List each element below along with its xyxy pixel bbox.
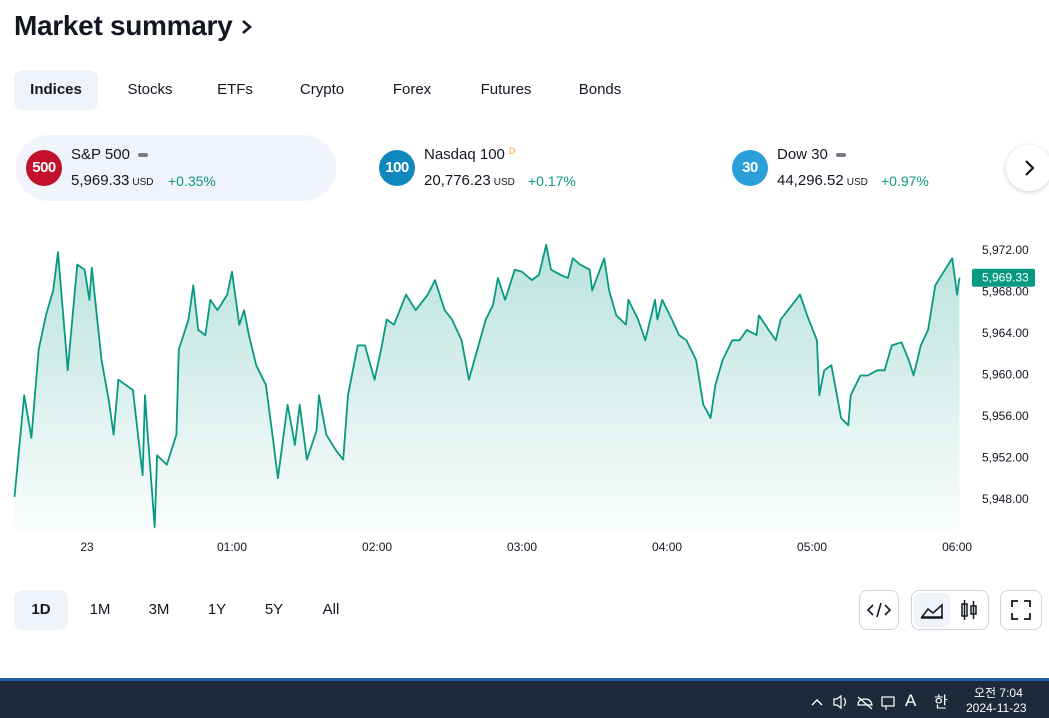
ticker-name: Nasdaq 100	[424, 146, 505, 163]
ticker-value-row: 20,776.23 USD	[424, 172, 515, 189]
fullscreen-icon	[1011, 600, 1031, 620]
ticker-value-row: 5,969.33 USD	[71, 172, 154, 189]
price-area	[14, 244, 960, 531]
price-line	[13, 243, 961, 528]
ticker-badge: 30	[732, 150, 768, 186]
next-icon	[1025, 160, 1035, 176]
clock-time[interactable]: 오전 7:04	[974, 686, 1023, 700]
x-tick-label: 23	[80, 540, 94, 554]
range-button[interactable]: 1Y	[207, 601, 227, 618]
x-tick-label: 04:00	[652, 540, 682, 554]
price-chart: 5,948.00 5,952.00 5,956.00 5,960.00 5,964.00…	[13, 243, 1035, 554]
y-tick-label: 5,952.00	[982, 450, 1029, 464]
ticker-value: 20,776.23	[424, 172, 491, 189]
ticker-change: +0.35%	[168, 173, 216, 189]
area-icon	[920, 603, 943, 619]
ticker-name-row: S&P 500	[71, 146, 148, 163]
ticker-value: 44,296.52	[777, 172, 844, 189]
tab[interactable]: Indices	[14, 70, 98, 110]
tray-icons	[811, 694, 895, 710]
tab[interactable]: Crypto	[299, 81, 345, 98]
embed-button[interactable]	[859, 590, 899, 630]
candle-style-button[interactable]	[952, 593, 986, 627]
price-tag	[972, 268, 1035, 287]
y-tick-label: 5,968.00	[982, 284, 1029, 298]
price-tag-label: 5,969.33	[982, 271, 1029, 285]
chevron-icon	[241, 20, 252, 34]
ticker-card[interactable]	[16, 135, 336, 201]
ticker-flag: D	[508, 146, 516, 156]
y-tick-label: 5,948.00	[982, 492, 1029, 506]
page-title[interactable]: Market summary	[14, 10, 233, 41]
ticker-currency: USD	[132, 177, 154, 188]
fullscreen-button[interactable]	[1000, 590, 1042, 630]
tab[interactable]: Stocks	[127, 81, 173, 98]
tab[interactable]: Bonds	[578, 81, 622, 98]
ticker-card[interactable]	[370, 135, 690, 201]
y-tick-label: 5,972.00	[982, 243, 1029, 257]
x-tick-label: 02:00	[362, 540, 392, 554]
ticker-name: Dow 30	[777, 146, 828, 163]
ticker-value: 5,969.33	[71, 172, 130, 189]
candle-icon	[961, 600, 977, 620]
ime-indicator[interactable]: A	[905, 691, 917, 710]
x-tick-label: 01:00	[217, 540, 247, 554]
ticker-name-row: Dow 30	[777, 146, 846, 163]
status-dash	[137, 153, 148, 158]
taskbar: A 한 오전 7:04 2024-11-23	[0, 678, 1049, 718]
tab[interactable]: Forex	[392, 81, 432, 98]
ticker-badge: 500	[26, 150, 62, 186]
range-button[interactable]: 3M	[148, 601, 170, 618]
chart-style-group	[911, 590, 989, 630]
clock-date[interactable]: 2024-11-23	[966, 701, 1027, 715]
ticker-value-row: 44,296.52 USD	[777, 172, 868, 189]
x-tick-label: 06:00	[942, 540, 972, 554]
range-button[interactable]: 5Y	[264, 601, 284, 618]
ticker-name: S&P 500	[71, 146, 130, 163]
ticker-change: +0.97%	[881, 173, 929, 189]
x-tick-label: 03:00	[507, 540, 537, 554]
x-tick-label: 05:00	[797, 540, 827, 554]
area-style-button[interactable]	[914, 593, 950, 627]
ticker-name-row: Nasdaq 100 D	[424, 146, 515, 163]
y-tick-label: 5,964.00	[982, 326, 1029, 340]
range-button[interactable]: All	[322, 601, 340, 618]
y-tick-label: 5,960.00	[982, 367, 1029, 381]
lang-indicator[interactable]: 한	[934, 694, 948, 711]
next-button[interactable]	[1006, 145, 1049, 191]
ticker-change: +0.17%	[528, 173, 576, 189]
tab[interactable]: Futures	[480, 81, 532, 98]
range-button[interactable]: 1D	[14, 590, 68, 630]
y-tick-label: 5,956.00	[982, 409, 1029, 423]
ticker-badge: 100	[379, 150, 415, 186]
title-row[interactable]: Market summary	[14, 10, 254, 42]
code-icon	[866, 602, 892, 618]
tab[interactable]: ETFs	[217, 81, 253, 98]
ticker-currency: USD	[493, 177, 515, 188]
ticker-currency: USD	[846, 177, 868, 188]
status-dash	[835, 153, 846, 158]
range-button[interactable]: 1M	[89, 601, 111, 618]
